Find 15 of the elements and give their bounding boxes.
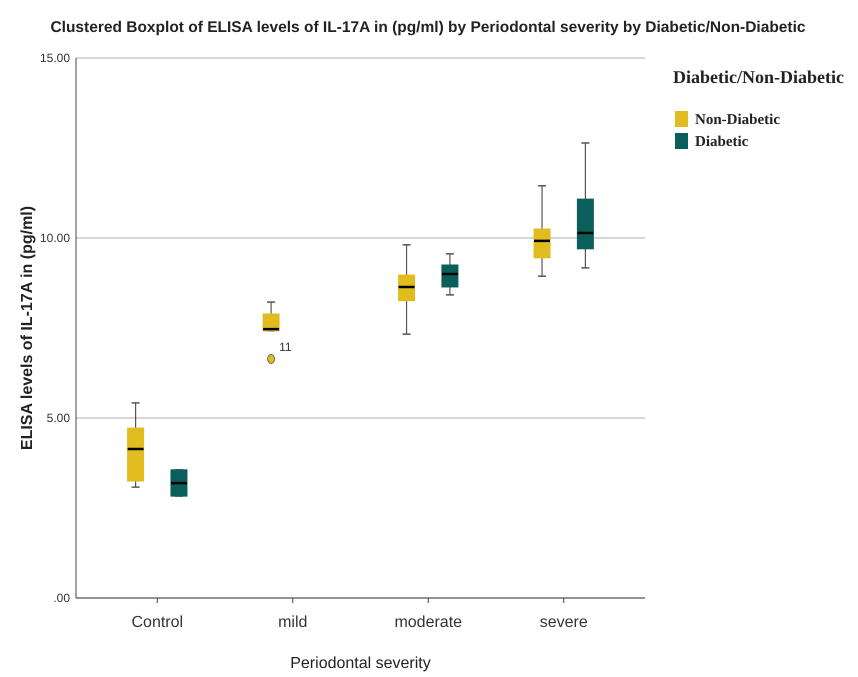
x-tick-label: severe bbox=[540, 614, 588, 631]
x-tick-label: Control bbox=[131, 614, 184, 631]
legend-title: Diabetic/Non-Diabetic bbox=[673, 67, 844, 87]
y-tick-label: 15.00 bbox=[40, 51, 70, 65]
y-tick-label: .00 bbox=[53, 591, 70, 605]
legend-label: Non-Diabetic bbox=[695, 112, 780, 128]
x-tick-label: mild bbox=[278, 614, 308, 631]
chart-title: Clustered Boxplot of ELISA levels of IL-17A in (pg/ml) by Periodontal severity by Diabetic/Non-Diabetic bbox=[50, 19, 806, 36]
x-tick-label: moderate bbox=[394, 614, 462, 631]
y-axis-title: ELISA levels of IL-17A in (pg/ml) bbox=[19, 206, 36, 450]
annotation: 11 bbox=[279, 340, 292, 354]
y-tick-label: 5.00 bbox=[46, 411, 70, 425]
y-tick-label: 10.00 bbox=[40, 231, 70, 245]
x-axis-title: Periodontal severity bbox=[290, 655, 431, 672]
legend-label: Diabetic bbox=[695, 134, 749, 150]
